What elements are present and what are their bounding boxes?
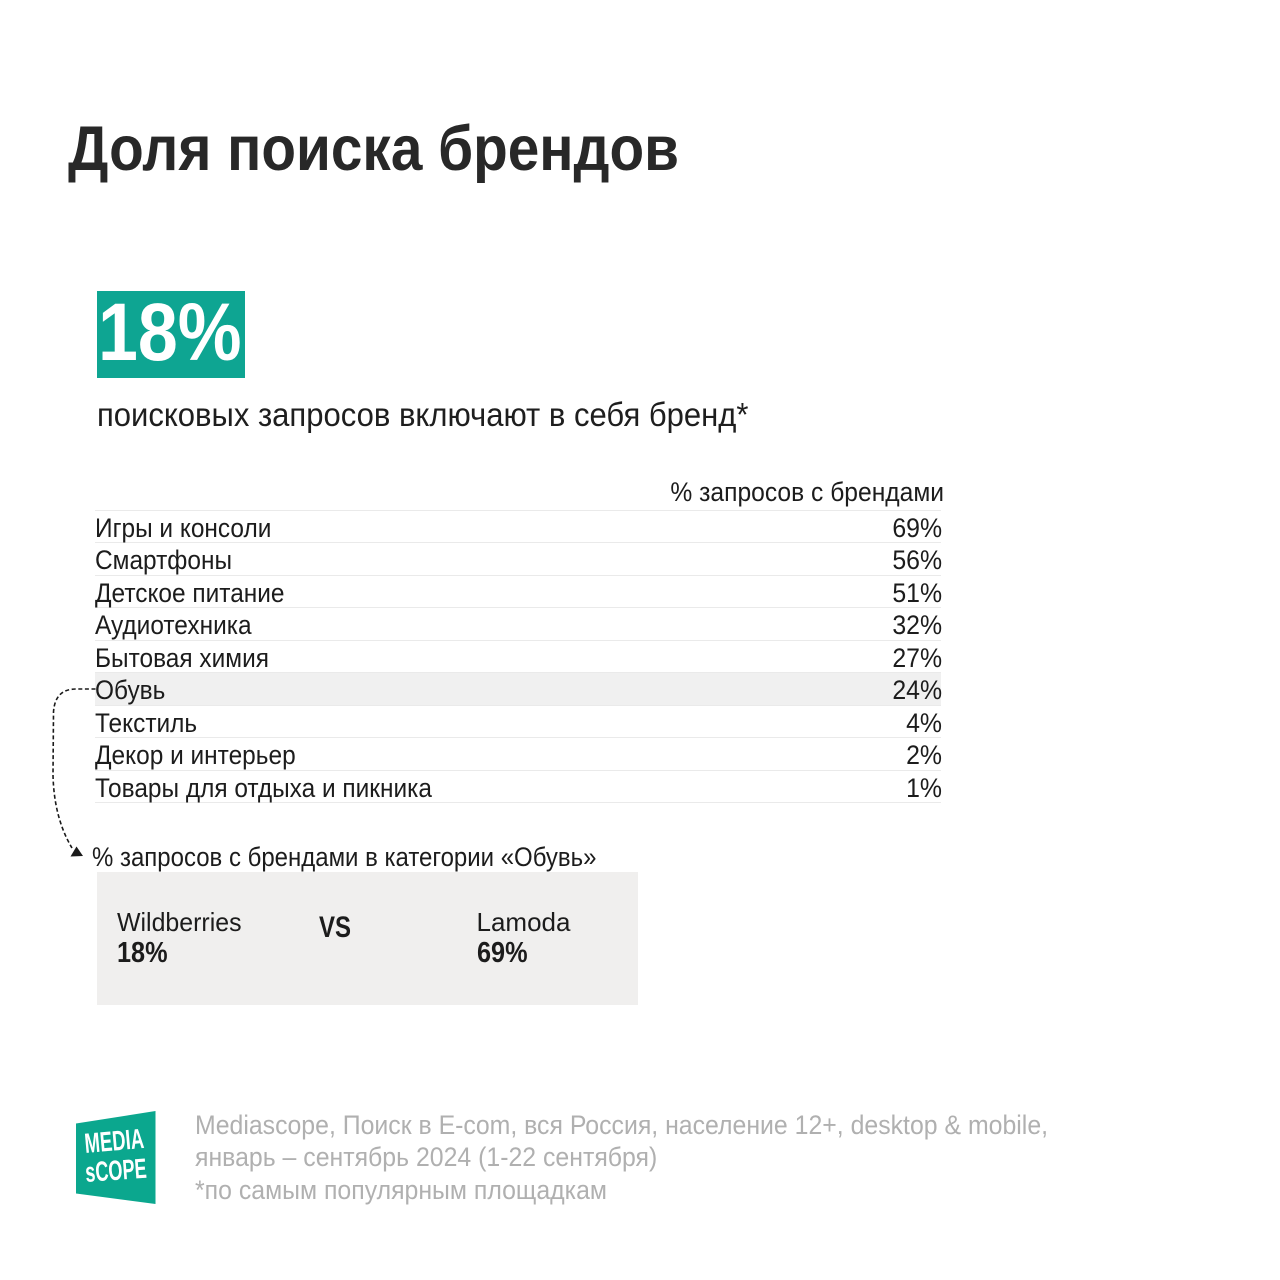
svg-text:sCOPE: sCOPE xyxy=(84,1153,148,1188)
svg-text:MEDIA: MEDIA xyxy=(83,1123,145,1159)
